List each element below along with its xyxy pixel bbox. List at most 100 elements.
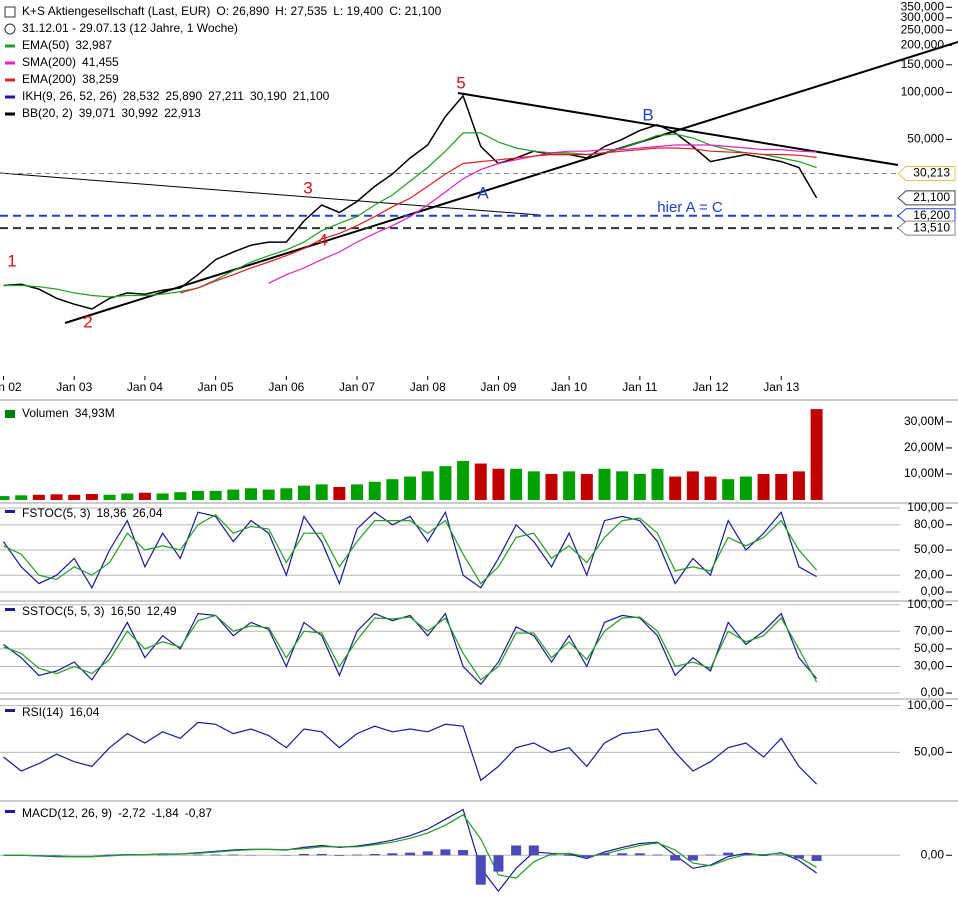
legend-label: EMA(50) xyxy=(22,38,69,52)
level-tag xyxy=(897,166,956,182)
volume-bar xyxy=(68,494,81,500)
legend-value: -2,72 xyxy=(118,806,146,820)
volume-bar xyxy=(651,468,664,500)
y-tick-label: 30,00 xyxy=(914,659,944,673)
volume-bar xyxy=(739,476,752,500)
y-tick-label: 10,00M xyxy=(904,466,944,480)
x-tick-label: Jan 10 xyxy=(551,380,587,394)
histogram-bar xyxy=(652,854,663,856)
histogram-bar xyxy=(104,854,115,856)
y-tick-label: 100,00 xyxy=(907,698,944,712)
x-tick-label: Jan 03 xyxy=(56,380,92,394)
legend-icon xyxy=(5,78,15,82)
histogram-bar xyxy=(528,845,539,856)
y-tick-label: 50,000 xyxy=(907,132,944,146)
histogram-bar xyxy=(811,855,822,861)
y-tick-label: 50,00 xyxy=(914,542,944,556)
volume-bar xyxy=(669,476,682,500)
legend-icon xyxy=(5,608,15,611)
series-line xyxy=(3,612,818,686)
volume-bar xyxy=(174,492,187,500)
annotation: 4 xyxy=(318,230,327,249)
x-tick-label: Jan 02 xyxy=(0,380,22,394)
volume-bar xyxy=(404,476,417,500)
subtitle: 31.12.01 - 29.07.13 (12 Jahre, 1 Woche) xyxy=(22,21,238,35)
volume-bar xyxy=(510,468,523,500)
level-label: 13,510 xyxy=(913,220,950,234)
series-line xyxy=(180,147,817,294)
y-tick-label: 100,000 xyxy=(901,84,945,98)
histogram-bar xyxy=(740,853,751,856)
volume-bar xyxy=(439,466,452,500)
histogram-bar xyxy=(758,855,769,856)
volume-bar xyxy=(262,489,275,500)
annotation: hier A = C xyxy=(657,199,723,216)
legend-value: 16,04 xyxy=(69,705,99,719)
histogram-bar xyxy=(687,855,698,861)
volume-bar xyxy=(85,494,98,500)
series-line xyxy=(3,721,818,785)
legend-value: 12,49 xyxy=(147,604,177,618)
volume-bar xyxy=(545,473,558,500)
x-tick-label: Jan 12 xyxy=(693,380,729,394)
trend-line xyxy=(457,92,899,166)
legend-value: 38,259 xyxy=(82,72,119,86)
legend-label: SSTOC(5, 5, 3) xyxy=(22,604,104,618)
trend-line xyxy=(64,41,958,324)
y-tick-label: 0,00 xyxy=(921,584,945,598)
histogram-bar xyxy=(705,854,716,856)
volume-bar xyxy=(757,473,770,500)
y-tick-label: 150,000 xyxy=(901,57,945,71)
legend-value: 39,071 xyxy=(79,106,116,120)
level-label: 21,100 xyxy=(913,190,950,204)
legend-value: -1,84 xyxy=(151,806,179,820)
x-tick-label: Jan 07 xyxy=(339,380,375,394)
ohlc-value: C: 21,100 xyxy=(389,4,441,18)
volume-bar xyxy=(810,409,823,500)
volume-bar xyxy=(633,473,646,500)
y-tick-label: 0,00 xyxy=(921,685,945,699)
legend-value: 30,992 xyxy=(121,106,158,120)
volume-bar xyxy=(227,489,240,500)
legend-value: 28,532 xyxy=(123,89,160,103)
legend-value: 30,190 xyxy=(250,89,287,103)
y-tick-label: 250,000 xyxy=(901,22,945,36)
volume-bar xyxy=(138,492,151,500)
level-tag xyxy=(897,190,956,206)
x-tick-label: Jan 06 xyxy=(268,380,304,394)
histogram-bar xyxy=(776,854,787,856)
legend-label: RSI(14) xyxy=(22,705,63,719)
legend-value: 27,211 xyxy=(208,89,244,103)
y-tick-label: 200,000 xyxy=(901,37,945,51)
price-line xyxy=(3,94,818,310)
histogram-bar xyxy=(369,853,380,856)
x-tick-label: Jan 05 xyxy=(198,380,234,394)
histogram-bar xyxy=(634,853,645,856)
legend-icon xyxy=(5,61,15,65)
volume-bar xyxy=(244,488,257,500)
legend-value: 18,36 xyxy=(96,506,126,520)
legend-icon xyxy=(5,44,15,48)
legend-label: MACD(12, 26, 9) xyxy=(22,806,112,820)
annotation: A xyxy=(477,183,489,202)
ohlc-value: L: 19,400 xyxy=(333,4,383,18)
volume-bar xyxy=(527,471,540,500)
histogram-bar xyxy=(564,855,575,856)
volume-bar xyxy=(368,481,381,500)
series-line xyxy=(3,814,817,879)
volume-bar xyxy=(32,494,45,500)
volume-bar xyxy=(191,490,204,500)
y-tick-label: 30,00M xyxy=(904,414,944,428)
volume-bar xyxy=(704,476,717,500)
clock-icon xyxy=(4,23,16,35)
volume-bar xyxy=(50,494,63,500)
volume-bar xyxy=(421,471,434,500)
volume-bar xyxy=(792,471,805,500)
y-tick-label: 100,00 xyxy=(907,500,944,514)
legend-label: Volumen xyxy=(22,406,69,420)
histogram-bar xyxy=(405,852,416,856)
annotation: 3 xyxy=(303,178,312,197)
volume-bar xyxy=(333,486,346,500)
histogram-bar xyxy=(599,853,610,856)
volume-bar xyxy=(775,473,788,500)
